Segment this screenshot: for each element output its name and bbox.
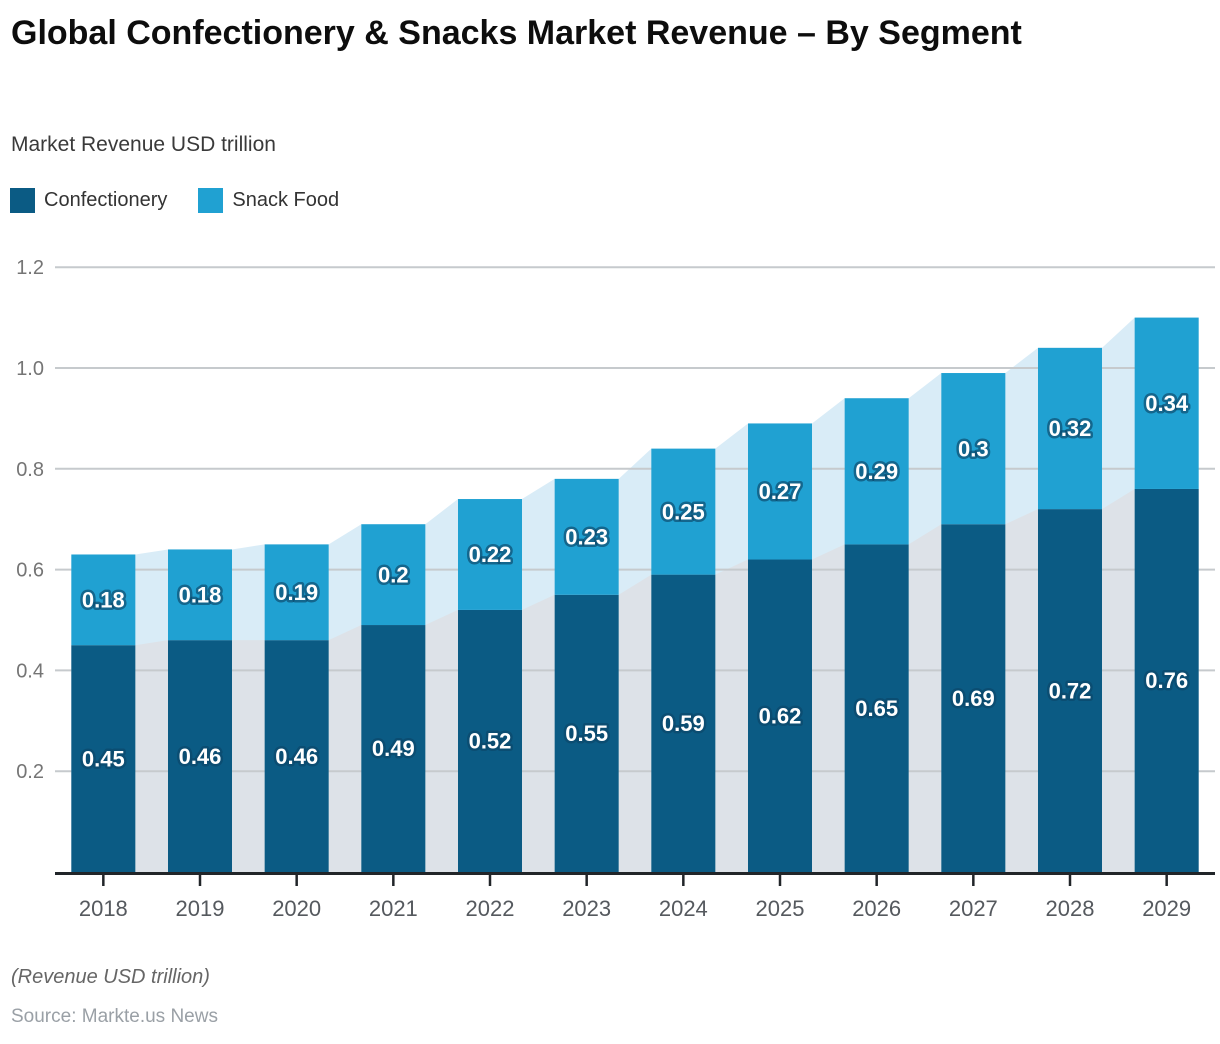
bar-value-label: 0.62: [759, 703, 802, 728]
bar-segment-confectionery-2023[interactable]: [554, 594, 619, 872]
background-area-confectionery: [71, 488, 1199, 872]
bar-segment-confectionery-2020[interactable]: [264, 640, 329, 872]
bar-value-label: 0.55: [565, 721, 608, 746]
bar-segment-snack-food-2028[interactable]: [1038, 347, 1102, 510]
bar-segment-snack-food-2029[interactable]: [1134, 317, 1199, 489]
bar-value-label: 0.52: [469, 729, 512, 754]
legend-label-confectionery: Confectionery: [44, 189, 168, 211]
x-axis-year-label: 2022: [466, 896, 515, 921]
bar-segment-confectionery-2021[interactable]: [361, 625, 426, 872]
bar-value-label: 0.46: [275, 744, 318, 769]
bar-value-label: 0.27: [759, 479, 802, 504]
chart-subtitle: Market Revenue USD trillion: [11, 133, 276, 156]
legend: Confectionery Snack Food: [10, 188, 339, 213]
x-axis-year-label: 2018: [79, 896, 128, 921]
bar-value-label: 0.76: [1145, 668, 1188, 693]
bar-segment-confectionery-2019[interactable]: [168, 640, 232, 872]
legend-item-snack-food[interactable]: Snack Food: [198, 188, 339, 213]
x-axis-year-label: 2021: [369, 896, 418, 921]
bar-segment-confectionery-2026[interactable]: [844, 544, 909, 872]
y-axis-tick-label: 0.4: [16, 660, 44, 682]
x-axis-year-label: 2026: [852, 896, 901, 921]
x-axis-year-label: 2027: [949, 896, 998, 921]
bar-segment-snack-food-2019[interactable]: [168, 549, 232, 641]
bar-value-label: 0.2: [378, 562, 409, 587]
bar-value-label: 0.69: [952, 686, 995, 711]
footnote: (Revenue USD trillion): [11, 966, 210, 988]
bar-value-label: 0.65: [855, 696, 898, 721]
bar-value-label: 0.72: [1049, 678, 1092, 703]
bar-segment-snack-food-2018[interactable]: [71, 554, 136, 646]
bar-segment-snack-food-2022[interactable]: [458, 499, 522, 610]
bar-segment-snack-food-2020[interactable]: [264, 544, 329, 641]
bar-segment-snack-food-2021[interactable]: [361, 524, 426, 626]
bar-segment-snack-food-2024[interactable]: [651, 448, 716, 575]
bar-value-label: 0.59: [662, 711, 705, 736]
bar-segment-confectionery-2018[interactable]: [71, 645, 136, 872]
bar-segment-confectionery-2029[interactable]: [1134, 488, 1199, 872]
y-axis-tick-label: 1.0: [16, 358, 44, 380]
x-axis-year-label: 2020: [272, 896, 321, 921]
stacked-bar-chart-canvas: 0.2 0.4 0.6 0.8 1.0 1.2 0.45 0.18 0.46 0.18 0.46 0.…: [16, 257, 1215, 921]
bar-value-label: 0.22: [469, 542, 512, 567]
bar-segment-confectionery-2027[interactable]: [941, 524, 1006, 872]
bar-value-label: 0.18: [179, 583, 222, 608]
source-text: Source: Markte.us News: [11, 1006, 218, 1027]
y-axis-tick-label: 0.8: [16, 459, 44, 481]
x-axis-year-label: 2023: [562, 896, 611, 921]
bar-value-label: 0.45: [82, 746, 125, 771]
bar-value-label: 0.29: [855, 459, 898, 484]
bar-value-label: 0.3: [958, 436, 989, 461]
x-axis-year-label: 2025: [756, 896, 805, 921]
bar-segment-confectionery-2025[interactable]: [748, 559, 812, 872]
bar-segment-snack-food-2027[interactable]: [941, 373, 1006, 525]
bar-value-label: 0.32: [1049, 416, 1092, 441]
bar-segment-snack-food-2026[interactable]: [844, 398, 909, 545]
bar-segment-snack-food-2023[interactable]: [554, 478, 619, 595]
legend-swatch-confectionery-icon: [10, 188, 35, 213]
y-axis-tick-label: 1.2: [16, 257, 44, 279]
x-axis-year-label: 2024: [659, 896, 708, 921]
y-axis-tick-label: 0.2: [16, 761, 44, 783]
bar-value-label: 0.23: [565, 525, 608, 550]
legend-label-snack-food: Snack Food: [232, 189, 340, 211]
bar-value-label: 0.34: [1145, 391, 1189, 416]
bar-segment-confectionery-2028[interactable]: [1038, 509, 1102, 872]
bar-value-label: 0.19: [275, 580, 318, 605]
x-axis-year-label: 2028: [1046, 896, 1095, 921]
bar-value-label: 0.18: [82, 588, 125, 613]
legend-swatch-snack-food-icon: [198, 188, 224, 213]
chart-title: Global Confectionery & Snacks Market Rev…: [11, 14, 1022, 52]
y-axis-tick-label: 0.6: [16, 560, 44, 582]
bar-value-label: 0.25: [662, 499, 705, 524]
bar-segment-snack-food-2025[interactable]: [748, 423, 812, 560]
x-axis-year-label: 2019: [176, 896, 225, 921]
bar-value-label: 0.46: [179, 744, 222, 769]
x-axis-year-label: 2029: [1142, 896, 1191, 921]
bar-value-label: 0.49: [372, 736, 415, 761]
legend-item-confectionery[interactable]: Confectionery: [10, 188, 167, 213]
bar-segment-confectionery-2024[interactable]: [651, 574, 716, 872]
bar-segment-confectionery-2022[interactable]: [458, 609, 522, 872]
